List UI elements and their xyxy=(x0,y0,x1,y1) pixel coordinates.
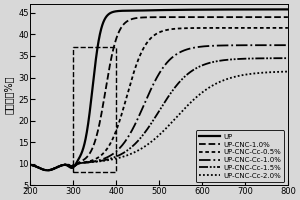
UP-CNC-Cc-2.0% xyxy=(72,164,76,166)
UP-CNC-1.0% xyxy=(140,16,144,19)
UP xyxy=(164,9,168,11)
UP-CNC-1.0% xyxy=(169,16,173,18)
UP-CNC-1.0% xyxy=(46,169,49,172)
Line: UP-CNC-Cc-1.0%: UP-CNC-Cc-1.0% xyxy=(30,45,288,170)
UP-CNC-Cc-1.0% xyxy=(164,63,168,65)
Line: UP-CNC-Cc-2.0%: UP-CNC-Cc-2.0% xyxy=(30,72,288,170)
UP-CNC-Cc-1.0% xyxy=(46,169,49,171)
UP-CNC-Cc-2.0% xyxy=(116,157,119,159)
UP-CNC-Cc-1.5% xyxy=(169,91,173,94)
UP-CNC-Cc-2.0% xyxy=(28,163,32,166)
UP-CNC-Cc-1.0% xyxy=(169,57,173,59)
UP-CNC-Cc-1.5% xyxy=(164,99,168,102)
UP-CNC-Cc-0.5% xyxy=(116,126,119,129)
UP-CNC-Cc-2.0% xyxy=(286,70,290,73)
UP-CNC-Cc-1.0% xyxy=(28,164,32,166)
UP xyxy=(46,169,49,172)
UP-CNC-Cc-1.5% xyxy=(286,57,290,59)
UP-CNC-Cc-0.5% xyxy=(169,28,173,30)
UP xyxy=(63,164,67,166)
Legend: UP, UP-CNC-1.0%, UP-CNC-Cc-0.5%, UP-CNC-Cc-1.0%, UP-CNC-Cc-1.5%, UP-CNC-Cc-2.0%: UP, UP-CNC-1.0%, UP-CNC-Cc-0.5%, UP-CNC-… xyxy=(196,130,284,182)
Y-axis label: 通过率（%）: 通过率（%） xyxy=(4,76,14,114)
UP-CNC-Cc-1.0% xyxy=(286,44,290,46)
UP-CNC-Cc-2.0% xyxy=(140,147,144,149)
Line: UP-CNC-Cc-1.5%: UP-CNC-Cc-1.5% xyxy=(30,58,288,170)
UP-CNC-Cc-0.5% xyxy=(164,29,168,31)
UP-CNC-Cc-1.5% xyxy=(116,155,119,157)
UP xyxy=(116,10,119,12)
Line: UP-CNC-1.0%: UP-CNC-1.0% xyxy=(30,17,288,170)
UP-CNC-Cc-0.5% xyxy=(46,169,49,172)
UP xyxy=(140,9,144,12)
UP-CNC-Cc-0.5% xyxy=(63,164,67,166)
UP xyxy=(286,8,290,11)
Bar xyxy=(73,47,116,172)
UP-CNC-Cc-0.5% xyxy=(28,164,32,166)
UP-CNC-1.0% xyxy=(116,34,119,37)
UP-CNC-Cc-1.5% xyxy=(63,163,67,166)
UP-CNC-Cc-2.0% xyxy=(169,122,173,124)
UP-CNC-Cc-0.5% xyxy=(140,49,144,52)
UP-CNC-Cc-2.0% xyxy=(164,127,168,130)
UP-CNC-Cc-0.5% xyxy=(286,27,290,29)
UP-CNC-Cc-1.0% xyxy=(72,165,76,167)
UP xyxy=(72,165,76,168)
UP-CNC-Cc-1.5% xyxy=(28,163,32,166)
UP-CNC-Cc-1.5% xyxy=(140,135,144,137)
UP-CNC-1.0% xyxy=(28,164,32,166)
Line: UP: UP xyxy=(30,9,288,170)
UP-CNC-Cc-0.5% xyxy=(72,165,76,168)
UP-CNC-Cc-2.0% xyxy=(63,163,67,166)
UP-CNC-Cc-1.0% xyxy=(63,163,67,166)
UP-CNC-Cc-1.0% xyxy=(140,108,144,110)
UP-CNC-1.0% xyxy=(63,164,67,166)
UP xyxy=(28,164,32,166)
UP-CNC-1.0% xyxy=(286,16,290,18)
UP-CNC-1.0% xyxy=(72,166,76,168)
UP-CNC-Cc-1.5% xyxy=(46,169,49,171)
UP xyxy=(169,9,173,11)
Line: UP-CNC-Cc-0.5%: UP-CNC-Cc-0.5% xyxy=(30,28,288,170)
UP-CNC-Cc-1.0% xyxy=(116,149,119,152)
UP-CNC-Cc-2.0% xyxy=(46,169,49,171)
UP-CNC-Cc-1.5% xyxy=(72,164,76,167)
UP-CNC-1.0% xyxy=(164,16,168,18)
